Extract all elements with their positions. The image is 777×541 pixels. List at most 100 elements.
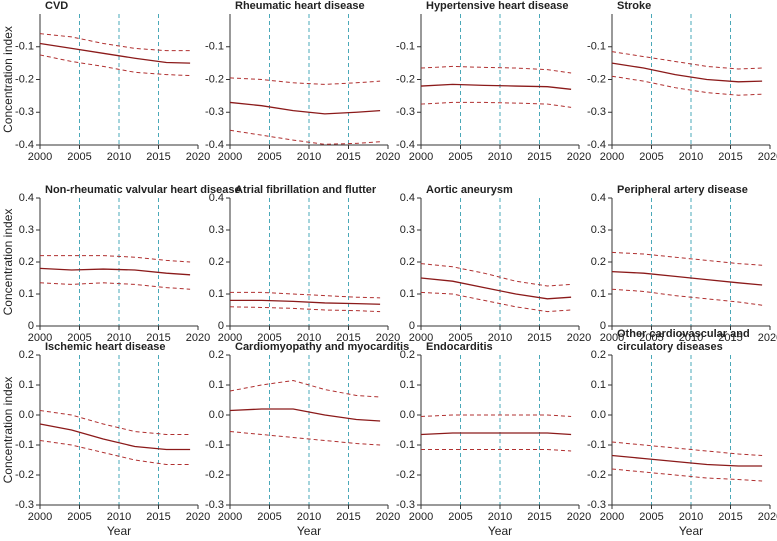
interval-line (229, 379, 381, 398)
interval-line (39, 440, 191, 465)
panel-title: Atrial fibrillation and flutter (235, 184, 377, 196)
panel-title: Other cardiovascular and (617, 328, 750, 340)
x-tick-label: 2015 (527, 151, 551, 163)
x-tick-label: 2010 (488, 332, 512, 344)
y-tick-label: 0.0 (591, 409, 606, 421)
x-tick-label: 2020 (758, 511, 777, 523)
estimate-line (420, 277, 572, 300)
x-tick-label: 2020 (567, 332, 591, 344)
x-tick-label: 2015 (336, 151, 360, 163)
interval-line (229, 431, 381, 446)
x-tick-label: 2000 (409, 151, 433, 163)
x-tick-label: 2005 (67, 511, 91, 523)
x-tick-label: 2000 (28, 511, 52, 523)
x-tick-label: 2015 (146, 332, 170, 344)
x-tick-label: 2000 (409, 332, 433, 344)
y-tick-label: -0.2 (205, 73, 224, 85)
x-tick-label: 2005 (67, 151, 91, 163)
y-tick-label: 0.3 (209, 224, 224, 236)
x-tick-label: 2015 (718, 332, 742, 344)
interval-line (420, 263, 572, 287)
x-tick-label: 2015 (336, 332, 360, 344)
y-tick-label: 0 (28, 320, 34, 332)
y-tick-label: -0.4 (205, 139, 224, 151)
y-axis-label: Concentration index (1, 377, 15, 484)
panel-title: Hypertensive heart disease (426, 0, 568, 12)
x-tick-label: 2000 (600, 332, 624, 344)
y-axis-label: Concentration index (1, 209, 15, 316)
interval-line (39, 410, 191, 435)
x-tick-label: 2000 (600, 511, 624, 523)
x-tick-label: 2000 (218, 511, 242, 523)
y-tick-label: 0.1 (591, 288, 606, 300)
y-tick-label: -0.1 (15, 439, 34, 451)
y-tick-label: 0.1 (19, 379, 34, 391)
x-tick-label: 2005 (639, 511, 663, 523)
y-tick-label: -0.2 (587, 469, 606, 481)
y-tick-label: -0.4 (587, 139, 606, 151)
x-tick-label: 2020 (567, 151, 591, 163)
estimate-line (611, 454, 763, 467)
x-tick-label: 2015 (336, 511, 360, 523)
interval-line (39, 282, 191, 290)
y-tick-label: 0.2 (400, 256, 415, 268)
interval-line (611, 441, 763, 456)
interval-line (229, 77, 381, 85)
interval-line (421, 449, 572, 452)
x-tick-label: 2005 (448, 511, 472, 523)
y-tick-label: -0.3 (15, 499, 34, 511)
panel-title: Stroke (617, 0, 651, 12)
y-tick-label: -0.3 (587, 499, 606, 511)
x-axis-label: Year (679, 524, 703, 538)
x-tick-label: 2010 (679, 151, 703, 163)
y-tick-label: -0.1 (396, 439, 415, 451)
x-tick-label: 2005 (257, 511, 281, 523)
x-tick-label: 2005 (257, 332, 281, 344)
y-tick-label: 0.2 (400, 349, 415, 361)
estimate-line (39, 42, 191, 64)
estimate-line (420, 432, 572, 436)
x-axis-label: Year (107, 524, 131, 538)
y-tick-label: 0.2 (209, 256, 224, 268)
x-tick-label: 2020 (186, 511, 210, 523)
x-tick-label: 2005 (67, 332, 91, 344)
x-tick-label: 2015 (527, 332, 551, 344)
interval-line (39, 54, 191, 77)
interval-line (229, 129, 381, 145)
y-tick-label: 0.1 (400, 288, 415, 300)
interval-line (420, 101, 572, 108)
x-tick-label: 2005 (448, 151, 472, 163)
x-tick-label: 2000 (28, 151, 52, 163)
x-tick-label: 2015 (146, 151, 170, 163)
x-tick-label: 2010 (488, 511, 512, 523)
x-tick-label: 2010 (107, 151, 131, 163)
panel-title: Cardiomyopathy and myocarditis (235, 341, 409, 353)
x-tick-label: 2020 (376, 332, 400, 344)
y-tick-label: -0.1 (396, 41, 415, 53)
interval-line (39, 33, 191, 52)
x-tick-label: 2010 (297, 151, 321, 163)
y-tick-label: 0.3 (400, 224, 415, 236)
x-tick-label: 2020 (567, 511, 591, 523)
y-tick-label: 0.4 (591, 192, 606, 204)
interval-line (40, 255, 191, 263)
x-tick-label: 2020 (186, 151, 210, 163)
x-tick-label: 2000 (28, 332, 52, 344)
x-tick-label: 2010 (679, 511, 703, 523)
estimate-line (230, 299, 381, 305)
x-tick-label: 2010 (107, 511, 131, 523)
y-tick-label: 0.1 (19, 288, 34, 300)
y-tick-label: -0.3 (15, 106, 34, 118)
y-tick-label: 0.1 (591, 379, 606, 391)
y-tick-label: -0.1 (205, 41, 224, 53)
panel-title: Peripheral artery disease (617, 184, 748, 196)
interval-line (420, 414, 572, 417)
interval-line (229, 306, 381, 313)
x-tick-label: 2015 (718, 511, 742, 523)
y-tick-label: 0.4 (400, 192, 415, 204)
x-tick-label: 2020 (376, 511, 400, 523)
y-axis-label: Concentration index (1, 26, 15, 133)
estimate-line (611, 270, 763, 286)
y-tick-label: -0.2 (15, 73, 34, 85)
